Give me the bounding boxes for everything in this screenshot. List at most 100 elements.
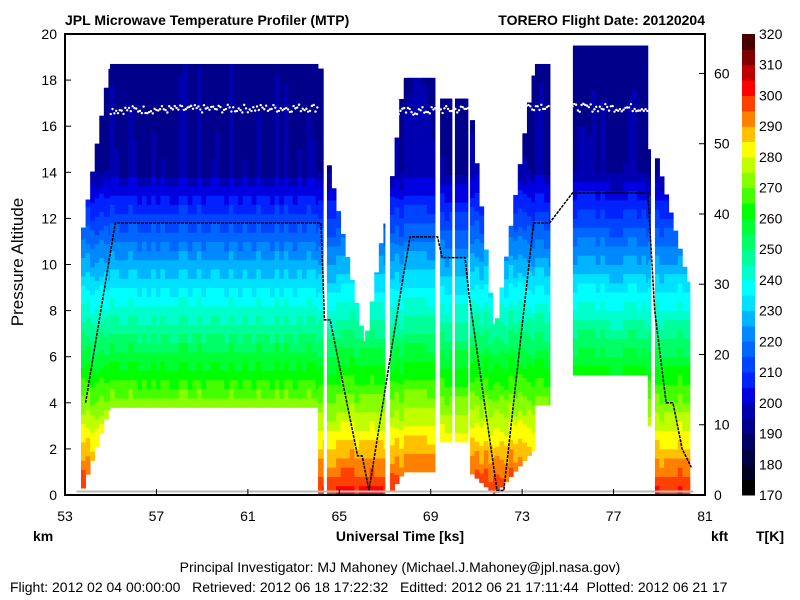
- heatmap-cell: [413, 435, 419, 445]
- heatmap-cell: [413, 259, 419, 270]
- heatmap-cell: [600, 116, 606, 127]
- heatmap-cell: [151, 149, 157, 159]
- heatmap-cell: [646, 126, 649, 136]
- heatmap-cell: [242, 259, 248, 270]
- heatmap-cell: [187, 195, 193, 205]
- tropopause-point: [573, 102, 576, 106]
- heatmap-cell: [383, 375, 386, 385]
- heatmap-cell: [169, 324, 175, 335]
- heatmap-cell: [600, 80, 606, 90]
- heatmap-cell: [340, 412, 346, 422]
- heatmap-cell: [504, 288, 510, 298]
- heatmap-cell: [682, 476, 688, 487]
- heatmap-cell: [297, 241, 303, 252]
- tropopause-point: [527, 103, 530, 107]
- heatmap-cell: [526, 409, 532, 420]
- heatmap-cell: [600, 218, 606, 229]
- heatmap-cell: [174, 140, 179, 150]
- heatmap-cell: [422, 112, 428, 122]
- heatmap-cell: [123, 112, 129, 122]
- heatmap-cell: [94, 382, 100, 392]
- heatmap-cell: [270, 269, 275, 279]
- heatmap-cell: [586, 172, 592, 182]
- heatmap-cell: [128, 223, 134, 233]
- heatmap-cell: [479, 353, 485, 364]
- tropopause-point: [195, 106, 198, 110]
- tropopause-point: [146, 111, 149, 115]
- heatmap-cell: [85, 289, 91, 300]
- heatmap-cell: [408, 315, 414, 325]
- heatmap-cell: [408, 342, 414, 353]
- heatmap-cell: [210, 361, 216, 371]
- heatmap-cell: [686, 402, 691, 413]
- heatmap-cell: [595, 255, 601, 265]
- heatmap-cell: [422, 435, 428, 445]
- heatmap-cell: [315, 63, 319, 67]
- heatmap-cell: [132, 93, 138, 104]
- heatmap-cell: [431, 342, 436, 353]
- heatmap-cell: [365, 330, 371, 339]
- tropopause-point: [514, 105, 517, 109]
- heatmap-cell: [331, 448, 337, 459]
- heatmap-cell: [548, 165, 551, 176]
- heatmap-cell: [431, 324, 436, 335]
- heatmap-cell: [548, 229, 551, 240]
- heatmap-cell: [336, 301, 342, 311]
- tropopause-point: [296, 106, 299, 109]
- heatmap-cell: [394, 437, 400, 448]
- heatmap-cell: [331, 301, 337, 311]
- heatmap-cell: [572, 292, 578, 302]
- heatmap-cell: [522, 276, 528, 286]
- heatmap-cell: [636, 80, 642, 90]
- heatmap-cell: [132, 370, 138, 381]
- heatmap-cell: [288, 84, 294, 95]
- heatmap-cell: [151, 352, 157, 362]
- heatmap-cell: [390, 362, 395, 372]
- heatmap-cell: [618, 282, 624, 293]
- heatmap-cell: [654, 375, 660, 385]
- heatmap-cell: [318, 68, 323, 72]
- heatmap-cell: [114, 84, 120, 95]
- heatmap-cell: [224, 278, 230, 288]
- heatmap-cell: [440, 229, 446, 240]
- heatmap-cell: [618, 338, 624, 348]
- heatmap-cell: [174, 75, 179, 86]
- heatmap-cell: [517, 327, 523, 338]
- heatmap-cell: [394, 456, 400, 466]
- heatmap-cell: [449, 386, 453, 397]
- heatmap-cell: [306, 278, 312, 288]
- heatmap-cell: [494, 437, 500, 447]
- heatmap-cell: [114, 370, 120, 381]
- heatmap-cell: [470, 243, 475, 254]
- heatmap-cell: [623, 347, 629, 358]
- heatmap-cell: [604, 227, 610, 238]
- heatmap-cell: [288, 112, 294, 122]
- heatmap-cell: [664, 458, 670, 468]
- heatmap-cell: [297, 259, 303, 270]
- heatmap-cell: [326, 476, 332, 487]
- heatmap-cell: [345, 292, 351, 302]
- heatmap-cell: [454, 165, 460, 176]
- heatmap-cell: [187, 140, 193, 150]
- heatmap-cell: [90, 266, 96, 277]
- heatmap-cell: [483, 320, 489, 331]
- heatmap-cell: [183, 352, 189, 362]
- heatmap-cell: [358, 439, 364, 450]
- heatmap-cell: [228, 204, 234, 215]
- heatmap-cell: [470, 446, 475, 457]
- tropopause-point: [173, 104, 176, 108]
- heatmap-cell: [431, 176, 436, 187]
- heatmap-cell: [499, 367, 505, 377]
- heatmap-cell: [586, 181, 592, 192]
- heatmap-cell: [242, 121, 248, 132]
- heatmap-cell: [399, 217, 405, 228]
- heatmap-cell: [142, 398, 147, 408]
- heatmap-cell: [369, 430, 375, 441]
- heatmap-cell: [383, 227, 386, 238]
- heatmap-cell: [247, 250, 253, 261]
- heatmap-cell: [164, 333, 170, 344]
- tropopause-point: [434, 106, 437, 110]
- heatmap-cell: [265, 63, 271, 67]
- heatmap-cell: [206, 388, 211, 399]
- heatmap-cell: [99, 239, 105, 249]
